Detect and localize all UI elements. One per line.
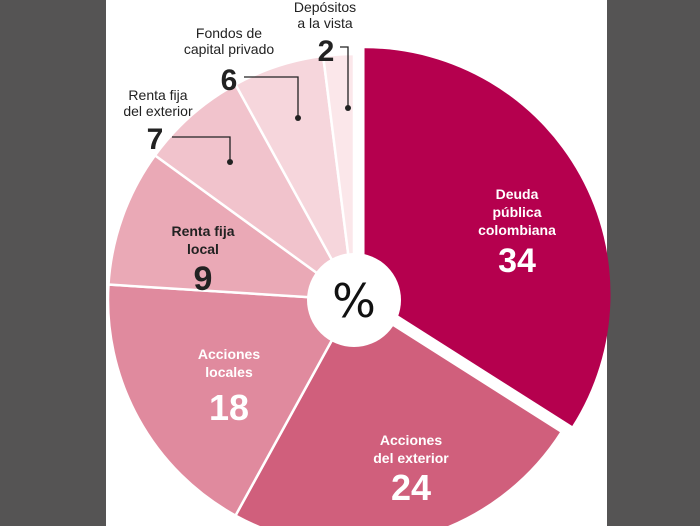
leader-line-fondos	[244, 76, 299, 118]
slice-name-renta_exterior: Renta fija	[128, 87, 187, 103]
leader-lines	[172, 46, 351, 165]
pie-slices	[106, 48, 611, 526]
slice-value-deuda: 34	[498, 242, 536, 280]
slice-name-renta_local: local	[187, 241, 219, 257]
slice-depositos	[321, 52, 356, 301]
center-hole	[307, 253, 401, 347]
slice-name-acciones_exterior: Acciones	[380, 432, 442, 448]
slice-name-acciones_exterior: del exterior	[373, 450, 449, 466]
leader-dot-fondos	[295, 115, 301, 121]
slice-name-deuda: pública	[492, 204, 541, 220]
slice-value-depositos: 2	[318, 35, 335, 68]
slice-name-depositos: Depósitos	[294, 0, 356, 15]
slice-acciones_exterior	[233, 298, 564, 526]
slice-value-renta_exterior: 7	[147, 123, 164, 156]
slice-name-acciones_locales: Acciones	[198, 346, 260, 362]
leader-line-depositos	[340, 46, 349, 108]
leader-dot-depositos	[345, 105, 351, 111]
slice-name-renta_exterior: del exterior	[123, 103, 193, 119]
slice-deuda	[364, 48, 611, 427]
slice-name-depositos: a la vista	[297, 15, 352, 31]
leader-dot-renta_exterior	[227, 159, 233, 165]
slice-renta_exterior	[153, 82, 356, 302]
center-percent-label: %	[332, 274, 376, 328]
leader-line-renta_exterior	[172, 136, 231, 162]
slice-renta_local	[107, 153, 359, 302]
slice-value-acciones_locales: 18	[209, 387, 249, 428]
slice-acciones_locales	[106, 283, 357, 518]
slice-name-renta_local: Renta fija	[171, 223, 234, 239]
slice-name-fondos: Fondos de	[196, 25, 262, 41]
slice-value-acciones_exterior: 24	[391, 467, 431, 508]
slice-name-acciones_locales: locales	[205, 364, 253, 380]
slice-name-deuda: Deuda	[496, 186, 539, 202]
slice-value-fondos: 6	[221, 64, 238, 97]
slice-name-deuda: colombiana	[478, 222, 556, 238]
slice-name-fondos: capital privado	[184, 41, 274, 57]
slice-labels: Deuda pública colombiana 34 Acciones del exte…	[123, 0, 556, 508]
slice-value-renta_local: 9	[194, 260, 213, 298]
